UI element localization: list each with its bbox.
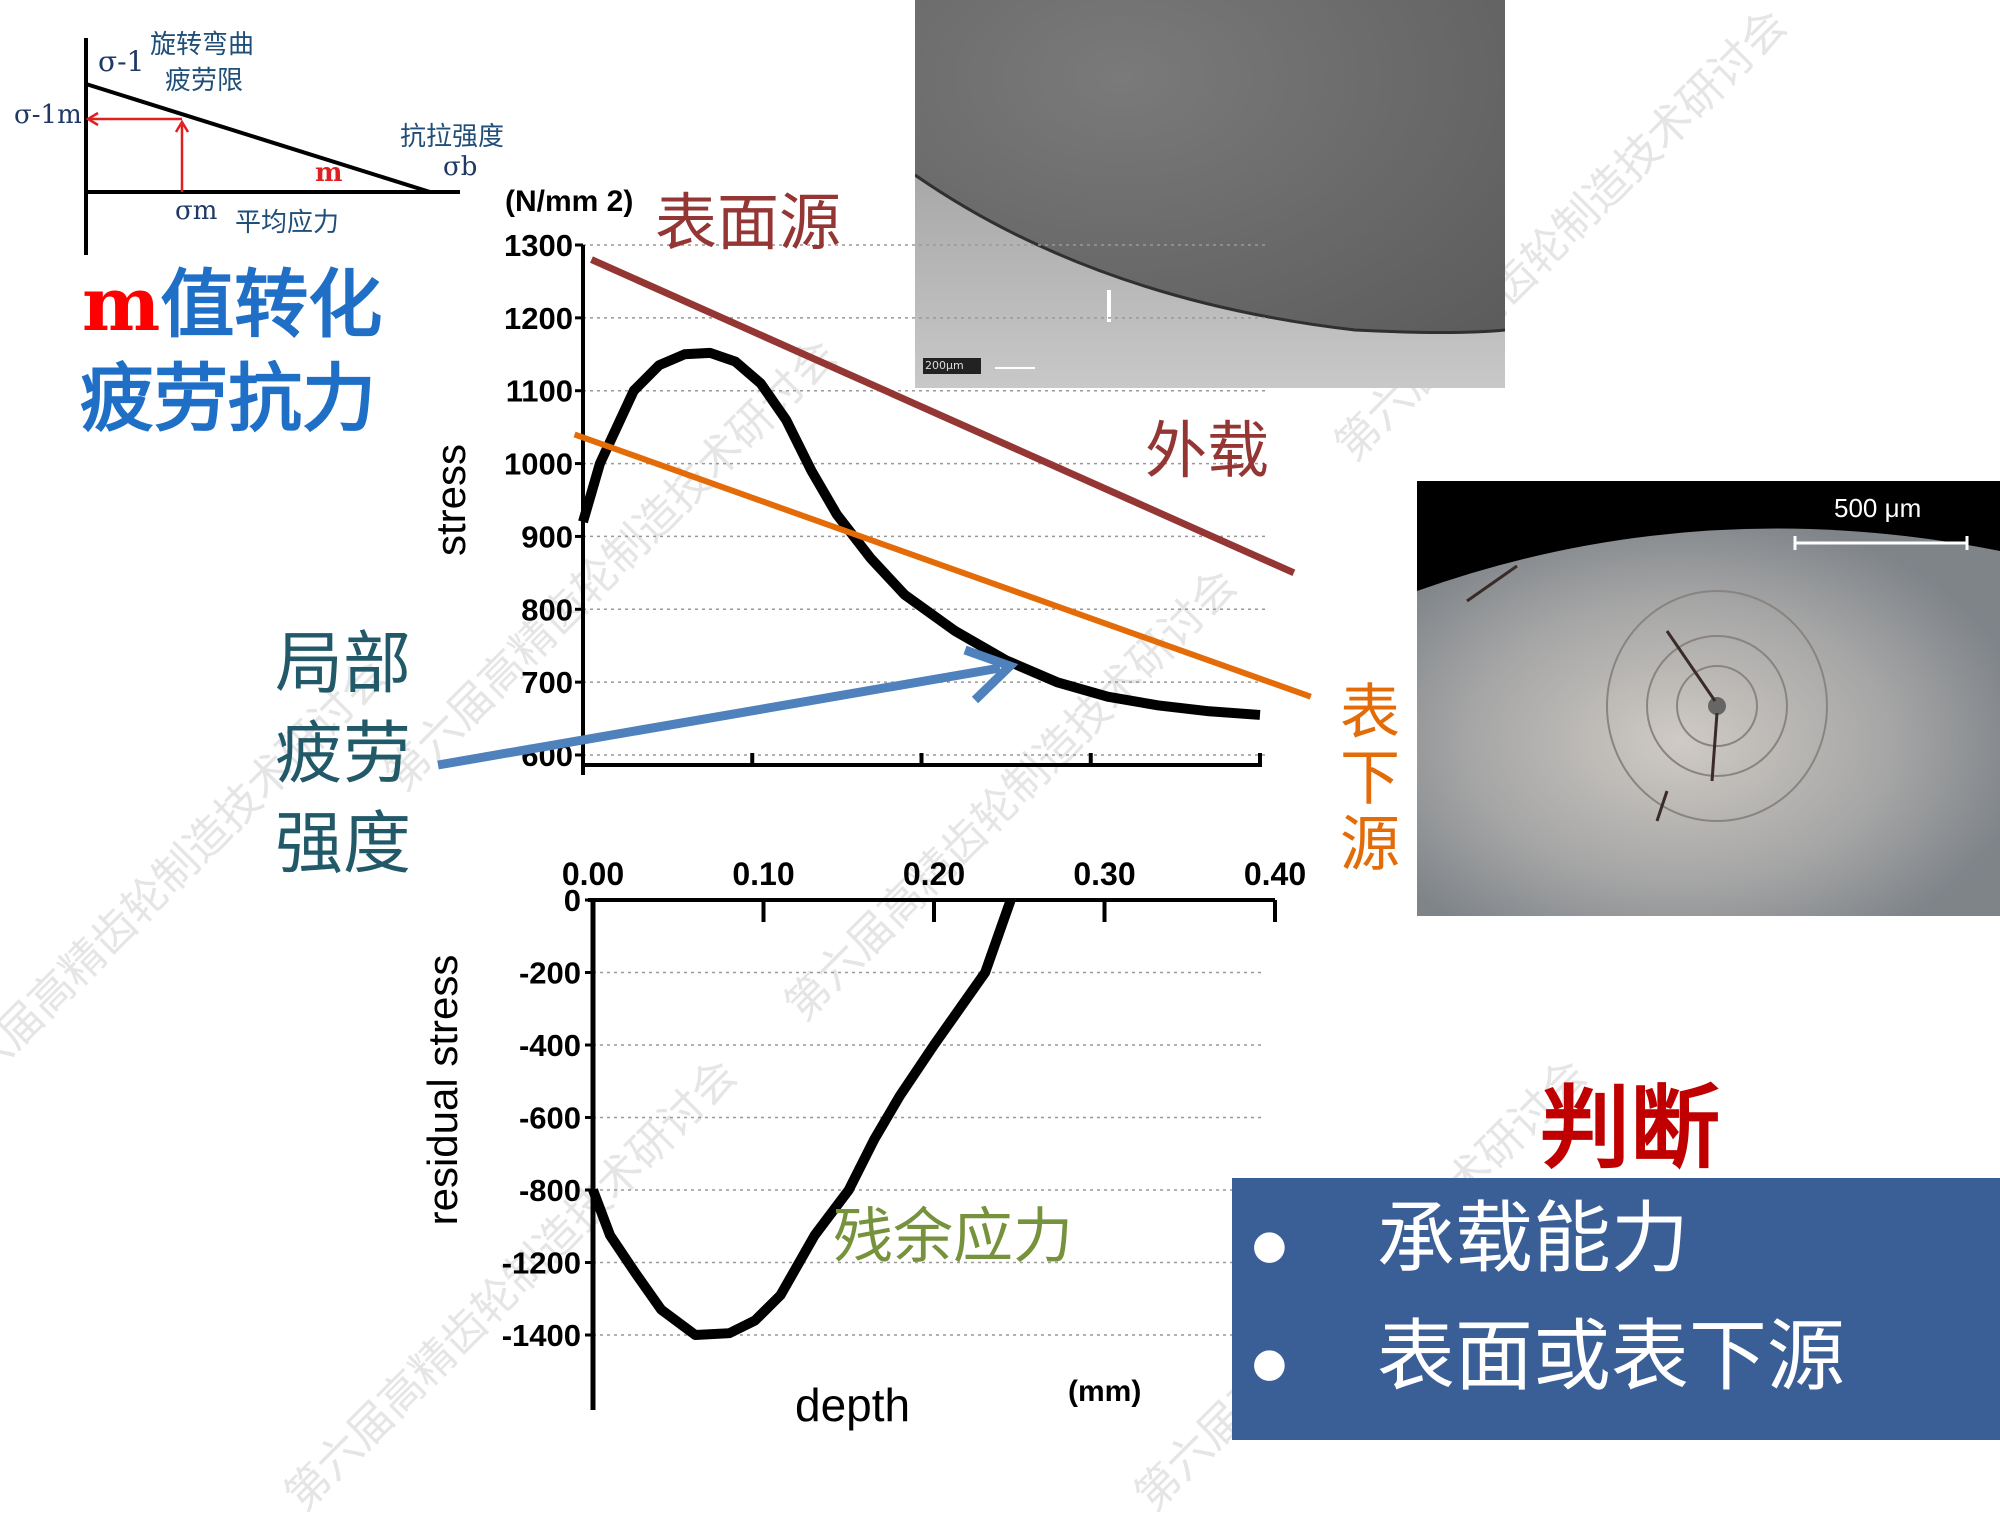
bullet-icon: ● <box>1252 1339 1287 1386</box>
y-tick-label: -200 <box>519 956 581 991</box>
summary-item-source: ● 表面或表下源 <box>1252 1318 1845 1396</box>
m-value-conversion-text: m值转化 <box>82 268 382 342</box>
local-l2: 疲劳 <box>275 715 412 794</box>
chart1-unit-label: (N/mm 2) <box>505 185 634 218</box>
mean-stress-diagram: σ-1 旋转弯曲 疲劳限 σ-1m 抗拉强度 σb m σm 平均应力 <box>0 0 540 260</box>
y-tick-label: 0 <box>564 883 581 918</box>
optical-scale-label: 500 μm <box>1834 493 1922 523</box>
sigma-b-label: σb <box>443 152 478 182</box>
summary-item-text: 承载能力 <box>1376 1194 1689 1284</box>
x-tick-label: 0.30 <box>1073 856 1135 892</box>
summary-box: ● 承载能力 ● 表面或表下源 <box>1232 1178 2000 1440</box>
y-tick-label: -400 <box>519 1028 581 1063</box>
subsurface-l1: 表 <box>1340 678 1400 748</box>
y-tick-label: -800 <box>519 1173 581 1208</box>
y-tick-label: -1400 <box>502 1318 581 1353</box>
m-letter: m <box>82 262 161 348</box>
sigma-minus1-m-label: σ-1m <box>14 100 82 130</box>
optical-fracture-photo: 500 μm <box>1417 481 2000 916</box>
y-tick-label: -1200 <box>502 1246 581 1281</box>
local-l1: 局部 <box>275 625 412 704</box>
local-l3: 强度 <box>275 805 412 884</box>
y-tick-label: -600 <box>519 1101 581 1136</box>
y-axis-label: stress <box>427 444 474 556</box>
subsurface-source-label: 表 下 源 <box>1340 680 1400 878</box>
y-axis-label: residual stress <box>419 955 466 1226</box>
depth-axis-label: depth <box>795 1379 911 1431</box>
y-tick-label: 700 <box>521 665 573 700</box>
sigma-m-label: σm <box>175 196 218 226</box>
depth-unit-label: (mm) <box>1068 1375 1142 1408</box>
sem-scale-label: 200μm <box>925 359 964 372</box>
fatigue-resistance-text: 疲劳抗力 <box>80 356 376 442</box>
x-tick-label: 0.40 <box>1244 856 1306 892</box>
m-slope-label: m <box>315 158 343 188</box>
local-fatigue-strength-text: 局部 疲劳 强度 <box>275 620 411 890</box>
rotating-bending-label: 旋转弯曲 <box>150 30 255 60</box>
mean-stress-label: 平均应力 <box>235 208 340 238</box>
y-tick-label: 900 <box>521 519 573 554</box>
x-tick-label: 0.10 <box>732 856 794 892</box>
y-tick-label: 1000 <box>504 447 573 482</box>
y-tick-label: 1200 <box>504 301 573 336</box>
summary-item-load-capacity: ● 承载能力 <box>1252 1200 1689 1278</box>
fatigue-limit-label: 疲劳限 <box>165 66 244 96</box>
tensile-strength-label: 抗拉强度 <box>400 122 505 152</box>
y-tick-label: 1300 <box>504 228 573 263</box>
x-tick-label: 0.20 <box>903 856 965 892</box>
subsurface-l3: 源 <box>1340 810 1400 880</box>
sem-fracture-photo: 200μm <box>915 0 1505 388</box>
arrow-head-icon <box>963 645 1019 704</box>
residual-stress-cn-label: 残余应力 <box>833 1202 1073 1272</box>
residual-stress-curve <box>588 898 1016 1340</box>
subsurface-line <box>573 431 1312 700</box>
stress-curve <box>578 347 1261 720</box>
local-fatigue-arrow <box>437 663 1001 770</box>
y-tick-label: 800 <box>521 592 573 627</box>
m-value-rest: 值转化 <box>160 262 383 348</box>
sigma-minus1-label: σ-1 <box>98 45 145 78</box>
subsurface-l2: 下 <box>1340 744 1400 814</box>
surface-source-label: 表面源 <box>655 186 842 259</box>
y-tick-label: 1100 <box>506 374 573 409</box>
external-load-label: 外载 <box>1145 414 1270 487</box>
summary-item-text: 表面或表下源 <box>1376 1312 1845 1402</box>
bullet-icon: ● <box>1252 1221 1287 1268</box>
external-load-line <box>590 256 1296 577</box>
judge-label: 判断 <box>1540 1075 1720 1181</box>
x-tick-label: 0.00 <box>562 856 624 892</box>
